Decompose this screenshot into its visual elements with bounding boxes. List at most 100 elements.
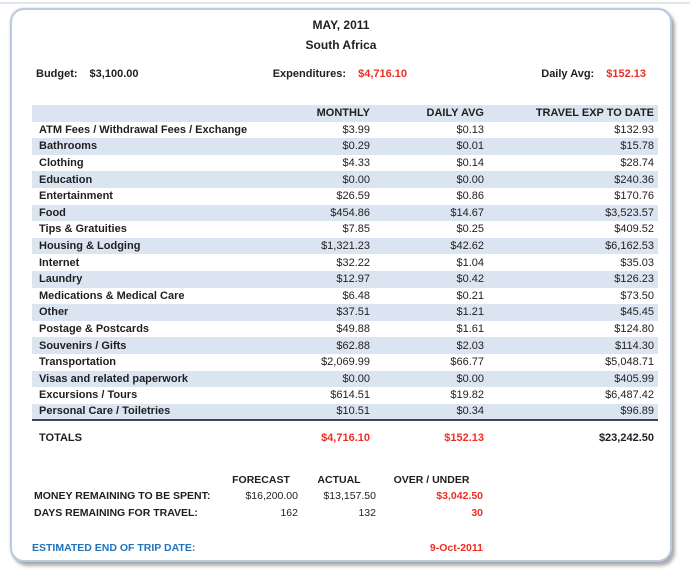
- expense-row: Souvenirs / Gifts $62.88 $2.03 $114.30: [32, 337, 658, 354]
- daily-avg-label: Daily Avg:: [541, 68, 595, 80]
- daily-avg-cell: $2.03: [374, 337, 488, 354]
- monthly-cell: $49.88: [336, 323, 370, 336]
- category-cell: Food: [32, 204, 272, 222]
- expense-row: Visas and related paperwork $0.00 $0.00 $40…: [32, 370, 658, 388]
- expense-row: Food $454.86 $14.67 $3,523.57: [32, 204, 658, 222]
- monthly-cell: $12.97: [272, 270, 374, 288]
- money-remaining-row: MONEY REMAINING TO BE SPENT: $16,200.00 …: [32, 488, 485, 505]
- travel-exp-cell: $6,487.42: [605, 389, 654, 402]
- category-cell: Medications & Medical Care: [39, 289, 185, 302]
- daily-avg-cell: $1.21: [374, 304, 488, 321]
- daily-avg-summary: Daily Avg: $152.13: [541, 67, 646, 82]
- monthly-cell: $614.51: [330, 389, 370, 402]
- category-cell: Entertainment: [39, 190, 113, 203]
- totals-label: TOTALS: [39, 432, 82, 445]
- travel-exp-cell: $124.80: [614, 323, 654, 336]
- category-cell: Souvenirs / Gifts: [32, 337, 272, 354]
- expenditures-label: Expenditures:: [272, 68, 347, 80]
- report-location-subtitle: South Africa: [305, 38, 377, 52]
- travel-exp-cell: $170.76: [614, 190, 654, 203]
- monthly-cell: $0.00: [272, 171, 374, 188]
- category-cell: Transportation: [39, 356, 117, 369]
- expense-table-body: ATM Fees / Withdrawal Fees / Exchange $3.…: [32, 122, 658, 422]
- budget-value: $3,100.00: [89, 68, 139, 80]
- travel-exp-cell: $45.45: [488, 304, 658, 321]
- expense-row: Transportation $2,069.99 $66.77 $5,048.71: [32, 354, 658, 371]
- expense-row: ATM Fees / Withdrawal Fees / Exchange $3.…: [32, 122, 658, 139]
- totals-row: TOTALS $4,716.10 $152.13 $23,242.50: [32, 430, 658, 446]
- daily-avg-cell: $1.61: [456, 323, 484, 336]
- travel-exp-cell: $132.93: [614, 123, 654, 136]
- days-remaining-actual: 132: [358, 506, 376, 519]
- travel-exp-cell: $73.50: [620, 289, 654, 302]
- travel-exp-cell: $28.74: [620, 157, 654, 170]
- category-cell: Clothing: [39, 157, 84, 170]
- daily-avg-cell: $0.01: [374, 138, 488, 155]
- category-cell: Laundry: [32, 270, 272, 288]
- expense-row: Postage & Postcards $49.88 $1.61 $124.80: [32, 321, 658, 338]
- over-under-column-header: OVER / UNDER: [393, 473, 470, 486]
- expense-table-header-row: MONTHLY DAILY AVG TRAVEL EXP TO DATE: [32, 105, 658, 122]
- category-cell: Education: [32, 171, 272, 188]
- travel-exp-cell: $114.30: [488, 337, 658, 354]
- expenditures-summary: Expenditures: $4,716.10: [273, 67, 407, 82]
- expense-row: Entertainment $26.59 $0.86 $170.76: [32, 188, 658, 205]
- report-month-title: MAY, 2011: [312, 18, 370, 32]
- category-cell: ATM Fees / Withdrawal Fees / Exchange: [39, 123, 248, 136]
- monthly-cell: $37.51: [272, 304, 374, 321]
- budget-summary: Budget: $3,100.00: [36, 67, 138, 82]
- budget-report-card: MAY, 2011 South Africa Budget: $3,100.00 …: [10, 8, 672, 562]
- travel-exp-cell: $3,523.57: [488, 204, 658, 222]
- monthly-cell: $0.29: [272, 138, 374, 155]
- daily-avg-cell: $0.13: [456, 123, 484, 136]
- daily-avg-cell: $0.00: [374, 171, 488, 188]
- summary-bar: Budget: $3,100.00 Expenditures: $4,716.10 …: [36, 67, 646, 82]
- category-column-header: [32, 105, 272, 122]
- travel-exp-cell: $240.36: [488, 171, 658, 188]
- daily-avg-cell: $0.86: [456, 190, 484, 203]
- travel-exp-cell: $409.52: [614, 223, 654, 236]
- daily-avg-cell: $1.04: [456, 256, 484, 269]
- category-cell: Housing & Lodging: [32, 237, 272, 255]
- expense-row: Housing & Lodging $1,321.23 $42.62 $6,162.5…: [32, 237, 658, 255]
- expense-row: Excursions / Tours $614.51 $19.82 $6,487.42: [32, 387, 658, 404]
- expenditures-value: $4,716.10: [358, 68, 408, 80]
- monthly-cell: $1,321.23: [272, 237, 374, 255]
- category-cell: Personal Care / Toiletries: [32, 403, 272, 422]
- forecast-column-header: FORECAST: [232, 473, 290, 486]
- totals-monthly-value: $4,716.10: [321, 432, 370, 445]
- estimated-end-row: ESTIMATED END OF TRIP DATE: 9-Oct-2011: [32, 541, 485, 556]
- daily-avg-cell: $0.14: [456, 157, 484, 170]
- days-remaining-row: DAYS REMAINING FOR TRAVEL: 162 132 30: [32, 504, 485, 521]
- monthly-cell: $32.22: [336, 256, 370, 269]
- expense-row: Medications & Medical Care $6.48 $0.21 $73.…: [32, 288, 658, 305]
- monthly-cell: $0.00: [272, 370, 374, 388]
- category-cell: Visas and related paperwork: [32, 370, 272, 388]
- money-remaining-actual: $13,157.50: [323, 490, 376, 503]
- monthly-cell: $10.51: [272, 403, 374, 422]
- daily-avg-value: $152.13: [606, 68, 646, 80]
- expense-row: Personal Care / Toiletries $10.51 $0.34 $96…: [32, 403, 658, 422]
- days-remaining-label: DAYS REMAINING FOR TRAVEL:: [34, 506, 198, 519]
- daily-avg-cell: $66.77: [450, 356, 484, 369]
- totals-daily-avg-value: $152.13: [444, 432, 484, 445]
- daily-avg-cell: $42.62: [374, 237, 488, 255]
- expense-row: Other $37.51 $1.21 $45.45: [32, 304, 658, 321]
- travel-exp-cell: $15.78: [488, 138, 658, 155]
- estimated-end-date: 9-Oct-2011: [429, 541, 483, 554]
- days-remaining-forecast: 162: [280, 506, 298, 519]
- travel-exp-cell: $405.99: [488, 370, 658, 388]
- daily-avg-cell: $0.21: [456, 289, 484, 302]
- category-cell: Postage & Postcards: [39, 323, 150, 336]
- monthly-column-header: MONTHLY: [272, 105, 374, 122]
- travel-exp-column-header: TRAVEL EXP TO DATE: [488, 105, 658, 122]
- monthly-cell: $454.86: [272, 204, 374, 222]
- remaining-table-header-row: FORECAST ACTUAL OVER / UNDER: [32, 471, 485, 488]
- daily-avg-cell: $0.34: [374, 403, 488, 422]
- money-remaining-forecast: $16,200.00: [245, 490, 298, 503]
- daily-avg-column-header: DAILY AVG: [374, 105, 488, 122]
- daily-avg-cell: $14.67: [374, 204, 488, 222]
- actual-column-header: ACTUAL: [317, 473, 361, 486]
- expense-row: Internet $32.22 $1.04 $35.03: [32, 254, 658, 271]
- daily-avg-cell: $0.25: [456, 223, 484, 236]
